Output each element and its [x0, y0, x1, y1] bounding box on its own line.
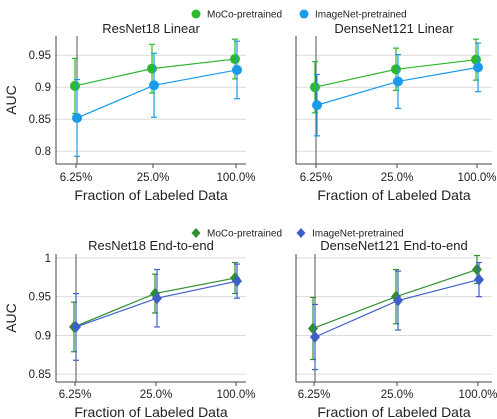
y-axis-label: AUC [3, 303, 19, 333]
legend-label: MoCo-pretrained [207, 229, 282, 240]
data-point [70, 80, 80, 91]
data-point [147, 63, 157, 74]
data-point [308, 322, 318, 335]
y-tick-label: 0.8 [35, 146, 51, 158]
y-tick-label: 0.85 [29, 369, 51, 381]
data-point [71, 320, 81, 333]
y-tick-label: 0.9 [35, 82, 51, 94]
x-tick-label: 100.0% [216, 172, 255, 184]
y-tick-label: 0.95 [29, 292, 51, 304]
y-tick-label: 0.95 [29, 50, 51, 62]
y-tick-label: 0.9 [35, 330, 51, 342]
panel-title: ResNet18 Linear [102, 21, 200, 36]
data-point [393, 294, 403, 307]
data-point [310, 82, 320, 93]
legend-marker-moco [191, 228, 201, 238]
data-point [474, 273, 484, 286]
legend-label: MoCo-pretrained [207, 10, 282, 21]
x-tick-label: 100.0% [457, 172, 496, 184]
x-tick-label: 25.0% [140, 389, 173, 401]
data-point [473, 62, 483, 73]
data-point [149, 80, 159, 91]
data-point [72, 112, 82, 123]
x-tick-label: 25.0% [381, 172, 414, 184]
data-point [232, 64, 242, 75]
series-line [314, 279, 480, 338]
legend-marker-moco [191, 9, 201, 19]
x-tick-label: 25.0% [137, 172, 170, 184]
data-point [230, 54, 240, 65]
x-axis-label: Fraction of Labeled Data [317, 404, 471, 419]
x-tick-label: 25.0% [381, 389, 414, 401]
y-tick-label: 0.85 [29, 114, 51, 126]
data-point [232, 275, 242, 288]
data-point [472, 263, 482, 276]
y-axis-label: AUC [3, 85, 19, 115]
x-tick-label: 100.0% [458, 389, 497, 401]
panel-title: DenseNet121 Linear [334, 21, 454, 36]
panel-title: DenseNet121 End-to-end [320, 238, 467, 253]
data-point [391, 64, 401, 75]
y-tick-label: 1 [45, 253, 51, 265]
legend-marker-imagenet [299, 9, 309, 19]
x-tick-label: 6.25% [59, 389, 92, 401]
x-axis-label: Fraction of Labeled Data [74, 404, 228, 419]
x-tick-label: 6.25% [298, 389, 331, 401]
x-tick-label: 6.25% [300, 172, 333, 184]
legend-marker-imagenet [296, 228, 306, 238]
data-point [393, 76, 403, 87]
data-point [152, 292, 162, 305]
panel-title: ResNet18 End-to-end [88, 238, 214, 253]
x-tick-label: 100.0% [216, 389, 255, 401]
series-line [76, 69, 238, 119]
x-axis-label: Fraction of Labeled Data [74, 187, 228, 203]
x-tick-label: 6.25% [60, 172, 93, 184]
data-point [310, 331, 320, 344]
x-axis-label: Fraction of Labeled Data [317, 187, 471, 203]
legend-label: ImageNet-pretrained [315, 10, 407, 21]
data-point [312, 100, 322, 111]
legend-label: ImageNet-pretrained [312, 229, 404, 240]
